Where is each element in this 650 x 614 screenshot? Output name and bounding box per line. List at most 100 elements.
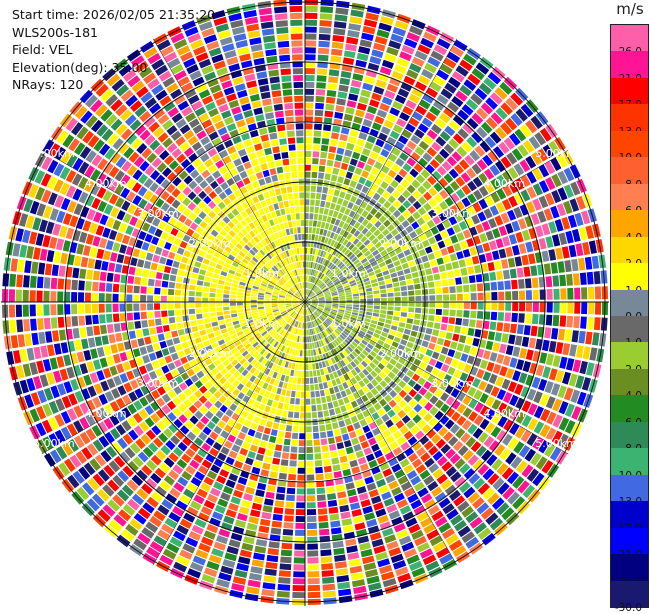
ppi-bin <box>526 290 532 300</box>
ppi-bin <box>362 148 371 156</box>
ppi-bin <box>472 338 480 347</box>
ppi-bin <box>230 306 236 310</box>
ppi-bin <box>272 401 278 408</box>
ppi-bin <box>361 549 373 557</box>
ppi-bin <box>356 428 364 436</box>
ppi-bin <box>333 28 345 35</box>
ppi-bin <box>169 317 176 324</box>
ppi-bin <box>313 426 319 432</box>
ppi-bin <box>50 291 56 302</box>
ppi-bin <box>546 354 554 366</box>
ppi-bin <box>441 364 449 373</box>
ppi-bin <box>312 412 317 418</box>
ppi-bin <box>231 287 237 291</box>
ppi-bin <box>335 561 347 568</box>
ppi-bin <box>258 179 265 186</box>
ppi-bin <box>296 516 305 522</box>
ppi-bin <box>306 412 311 418</box>
ppi-bin <box>353 305 359 308</box>
ppi-bin <box>485 252 493 261</box>
ppi-bin <box>308 350 311 356</box>
ppi-bin <box>435 316 442 323</box>
ppi-bin <box>267 443 275 450</box>
ppi-bin <box>230 295 236 299</box>
ppi-bin <box>553 355 561 367</box>
ppi-bin <box>251 297 257 300</box>
ppi-bin <box>224 290 230 294</box>
ppi-bin <box>339 298 345 300</box>
ppi-bin <box>256 395 263 402</box>
ppi-bin <box>114 274 121 283</box>
ppi-bin <box>319 229 323 236</box>
ppi-bin <box>106 240 114 250</box>
ppi-bin <box>367 189 375 197</box>
ppi-bin <box>175 290 181 296</box>
ppi-bin <box>292 363 296 369</box>
ppi-bin <box>351 80 362 88</box>
ppi-bin <box>386 284 393 289</box>
ppi-bin <box>260 519 271 527</box>
ppi-bin <box>326 424 333 431</box>
ppi-bin <box>474 329 481 338</box>
ppi-bin <box>367 295 373 298</box>
ppi-bin <box>331 175 338 182</box>
ppi-bin <box>480 360 488 370</box>
ppi-bin <box>238 556 250 564</box>
ppi-bin <box>161 249 169 257</box>
ppi-bin <box>276 409 282 416</box>
ppi-bin <box>273 422 280 429</box>
ppi-bin <box>388 293 394 297</box>
ppi-bin <box>168 303 174 309</box>
ppi-bin <box>175 254 183 261</box>
ppi-bin <box>504 280 511 289</box>
ppi-bin <box>85 293 91 302</box>
ppi-bin <box>332 126 341 133</box>
ppi-bin <box>347 30 360 38</box>
ppi-bin <box>186 228 194 236</box>
ppi-bin <box>294 551 305 557</box>
ppi-bin <box>155 319 162 326</box>
ppi-bin <box>379 285 386 289</box>
ppi-bin <box>171 353 179 361</box>
ppi-bin <box>345 107 355 115</box>
ppi-bin <box>394 287 400 292</box>
ppi-bin <box>574 288 580 300</box>
ppi-bin <box>296 495 305 501</box>
ppi-bin <box>164 332 171 339</box>
ppi-bin <box>107 273 114 282</box>
ppi-bin <box>13 243 21 256</box>
ppi-bin <box>214 269 221 275</box>
ppi-bin <box>190 360 198 368</box>
ppi-bin <box>13 350 21 364</box>
ppi-bin <box>334 190 340 197</box>
ppi-bin <box>491 312 498 321</box>
ppi-bin <box>351 438 359 446</box>
ppi-bin <box>44 277 51 289</box>
ppi-bin <box>133 348 141 357</box>
ppi-bin <box>252 196 259 204</box>
ppi-bin <box>307 488 315 494</box>
ppi-bin <box>429 309 435 315</box>
ppi-bin <box>276 493 285 500</box>
ppi-bin <box>428 282 435 288</box>
ppi-bin <box>385 279 392 284</box>
ppi-bin <box>353 586 367 594</box>
ppi-bin <box>349 559 361 567</box>
ppi-bin <box>342 433 350 441</box>
ppi-bin <box>395 302 401 306</box>
ppi-bin <box>339 85 349 93</box>
ppi-bin <box>334 471 343 478</box>
ppi-bin <box>421 255 428 262</box>
ppi-bin <box>307 550 318 556</box>
ppi-bin <box>60 253 68 264</box>
ppi-bin <box>178 329 185 336</box>
ppi-bin <box>92 315 99 325</box>
ppi-bin <box>374 306 380 310</box>
ppi-bin <box>280 466 288 473</box>
ppi-bin <box>344 440 352 448</box>
ppi-bin <box>108 262 115 271</box>
ppi-bin <box>400 339 407 346</box>
ppi-bin <box>413 319 420 325</box>
ppi-bin <box>434 233 442 241</box>
ppi-bin <box>57 291 63 302</box>
